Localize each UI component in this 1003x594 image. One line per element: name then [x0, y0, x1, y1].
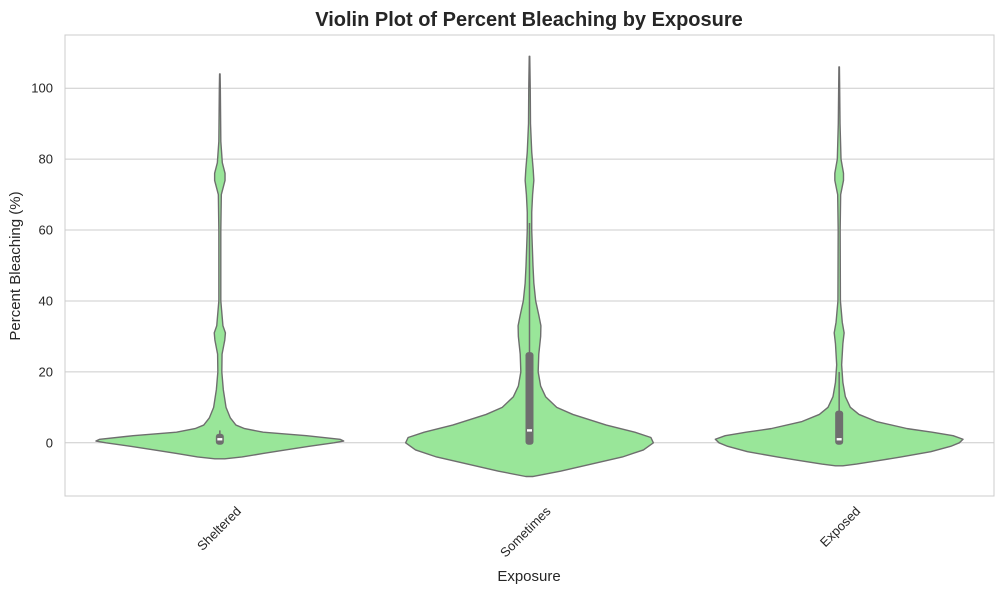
y-tick-label: 40 [39, 293, 53, 308]
violin-body [714, 66, 964, 467]
y-tick-label: 60 [39, 223, 53, 238]
violin-sometimes [404, 55, 655, 478]
y-tick-label: 0 [46, 435, 53, 450]
y-tick-label: 20 [39, 364, 53, 379]
violin-median [836, 438, 842, 441]
violins [95, 55, 964, 478]
x-tick-labels: Sheltered Sometimes Exposed [194, 503, 863, 560]
chart-title: Violin Plot of Percent Bleaching by Expo… [315, 9, 743, 31]
violin-exposed [714, 66, 964, 467]
violin-median [527, 429, 532, 432]
violin-median [217, 438, 223, 441]
y-axis-label: Percent Bleaching (%) [7, 191, 24, 340]
violin-iqr-box [835, 410, 844, 445]
x-axis-label: Exposure [497, 568, 560, 585]
plot-frame [64, 34, 995, 497]
y-tick-labels: 0 20 40 60 80 100 [31, 81, 53, 451]
violin-iqr-box [525, 352, 534, 445]
y-tick-label: 80 [39, 152, 53, 167]
y-tick-label: 100 [31, 81, 53, 96]
x-tick-label: Sheltered [194, 504, 244, 554]
violin-body [95, 73, 345, 460]
x-tick-label: Exposed [817, 504, 863, 550]
x-tick-label: Sometimes [497, 503, 554, 560]
violin-sheltered [95, 73, 345, 460]
